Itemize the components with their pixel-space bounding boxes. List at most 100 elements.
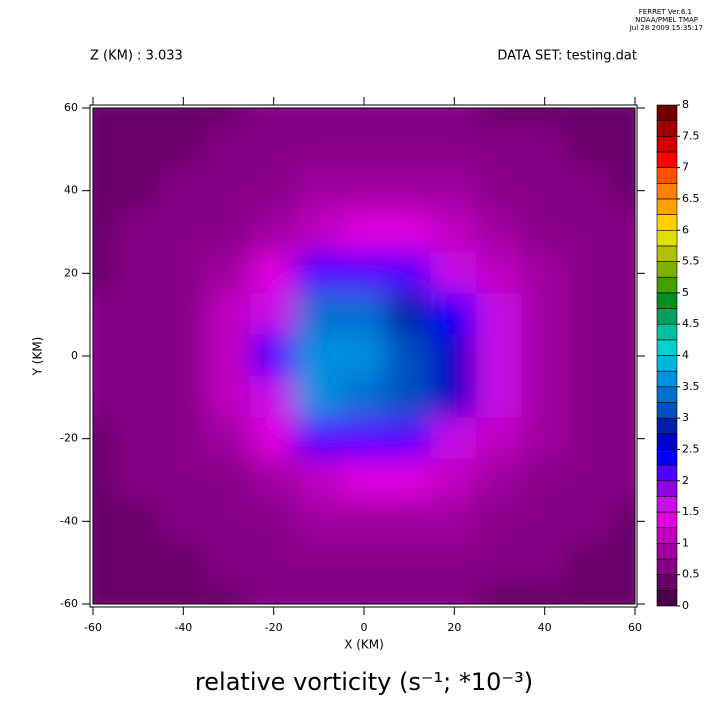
field-cell <box>295 417 343 461</box>
field-cell <box>566 169 614 213</box>
field-cell <box>611 334 635 378</box>
field-cell <box>114 417 162 461</box>
field-cell <box>566 251 614 295</box>
colorbar-cell <box>656 167 678 184</box>
field-cell <box>159 127 207 171</box>
field-cell <box>250 541 298 585</box>
field-cell <box>295 334 343 378</box>
field-cell <box>566 293 614 337</box>
field-cell <box>295 210 343 254</box>
colorbar-cell <box>656 511 678 529</box>
y-tick-label: -40 <box>60 514 78 527</box>
colorbar-cell <box>656 308 678 325</box>
colorbar-cell <box>656 543 678 560</box>
field-cell <box>114 334 162 378</box>
field-cell <box>93 334 117 378</box>
subtitle-right: DATA SET: testing.dat <box>497 49 637 64</box>
colorbar-cell <box>656 558 678 575</box>
colorbar-cell <box>656 229 678 247</box>
field-cell <box>430 375 478 419</box>
field-cell <box>430 417 478 461</box>
field-cell <box>114 293 162 337</box>
field-cell <box>475 169 524 213</box>
field-cell <box>295 541 343 585</box>
y-tick-label: -20 <box>60 432 78 445</box>
colorbar-tick-label: 1 <box>682 536 689 549</box>
y-tick-label: 20 <box>64 266 78 279</box>
field-cell <box>521 293 569 337</box>
field-cell <box>93 293 117 337</box>
colorbar-cell <box>656 433 678 450</box>
colorbar-cell <box>656 120 678 137</box>
field-cell <box>114 127 162 171</box>
field-cell <box>295 108 343 130</box>
colorbar-cell <box>656 136 678 153</box>
field-cell <box>93 458 117 502</box>
field-cell <box>430 127 478 171</box>
colorbar-cell <box>656 214 678 231</box>
field-cell <box>521 499 569 543</box>
field-cell <box>385 458 433 502</box>
field-cell <box>566 108 614 130</box>
field-cell <box>159 541 207 585</box>
field-cell <box>204 375 253 419</box>
field-cell <box>566 127 614 171</box>
field-cell <box>204 541 253 585</box>
field-cell <box>566 541 614 585</box>
x-tick-label: -20 <box>265 621 283 634</box>
field-cell <box>385 582 433 604</box>
field-cell <box>204 334 253 378</box>
field-cell <box>204 127 253 171</box>
colorbar-cell <box>656 292 678 309</box>
field-cell <box>566 210 614 254</box>
field-cell <box>340 499 388 543</box>
field-cell <box>611 293 635 337</box>
field-cell <box>204 169 253 213</box>
field-cell <box>521 108 569 130</box>
field-cell <box>250 334 298 378</box>
field-cell <box>385 251 433 295</box>
field-cell <box>611 375 635 419</box>
colorbar-tick-label: 2 <box>682 474 689 487</box>
field-cell <box>250 293 298 337</box>
field-cell <box>114 458 162 502</box>
field-cell <box>250 127 298 171</box>
field-cell <box>340 127 388 171</box>
field-cell <box>114 210 162 254</box>
field-cell <box>611 251 635 295</box>
field-cell <box>521 375 569 419</box>
field-cell <box>611 210 635 254</box>
field-cell <box>566 499 614 543</box>
field-cell <box>521 334 569 378</box>
field-cell <box>430 251 478 295</box>
colorbar-tick-label: 2.5 <box>682 442 700 455</box>
plot-inner-frame <box>92 107 636 605</box>
field-cell <box>611 127 635 171</box>
field-cell <box>204 251 253 295</box>
x-tick-label: -60 <box>84 621 102 634</box>
field-cell <box>566 458 614 502</box>
field-cell <box>93 127 117 171</box>
field-cell <box>204 417 253 461</box>
field-cell <box>430 582 478 604</box>
field-cell <box>340 169 388 213</box>
field-cell <box>475 458 524 502</box>
y-axis-label: Y (KM) <box>31 337 45 377</box>
field-cell <box>521 417 569 461</box>
field-cell <box>385 499 433 543</box>
colorbar-tick-label: 7.5 <box>682 129 700 142</box>
field-cell <box>521 169 569 213</box>
field-cell <box>611 458 635 502</box>
field-cell <box>204 499 253 543</box>
field-cell <box>250 169 298 213</box>
field-cell <box>611 541 635 585</box>
field-cell <box>295 458 343 502</box>
field-cell <box>93 582 117 604</box>
x-tick-label: -40 <box>174 621 192 634</box>
field-cell <box>159 108 207 130</box>
x-tick-label: 20 <box>447 621 461 634</box>
field-cell <box>159 210 207 254</box>
field-cell <box>250 582 298 604</box>
field-cell <box>521 127 569 171</box>
